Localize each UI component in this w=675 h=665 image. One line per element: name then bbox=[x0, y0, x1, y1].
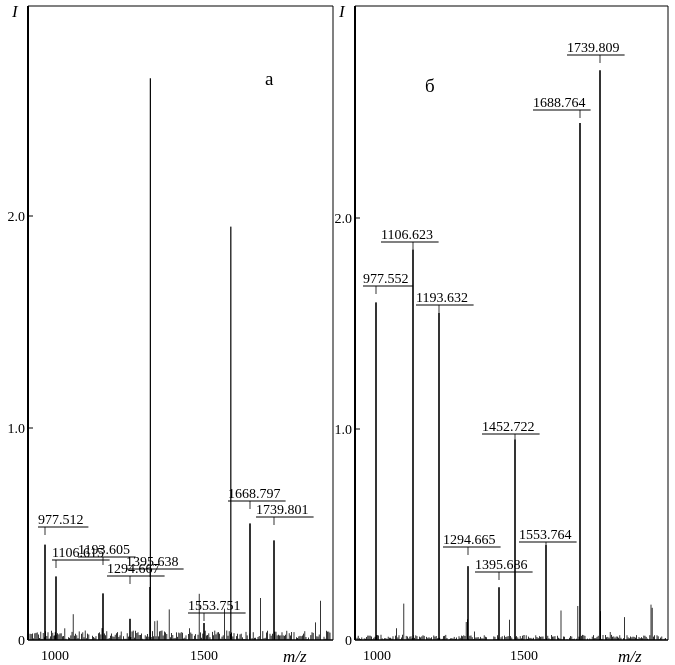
peak-label: 1688.764 bbox=[533, 96, 586, 111]
peak-label: 1193.605 bbox=[78, 543, 130, 558]
peak-label: 1553.764 bbox=[519, 528, 572, 543]
x-axis-label: m/z bbox=[618, 647, 642, 665]
y-tick-label: 0 bbox=[18, 634, 25, 649]
y-tick-label: 1.0 bbox=[335, 423, 353, 438]
peak-label: 1553.751 bbox=[188, 599, 241, 614]
peak-label: 977.552 bbox=[363, 272, 409, 287]
peak-label: 1668.797 bbox=[228, 487, 281, 502]
x-axis-label: m/z bbox=[283, 647, 307, 665]
x-tick-label: 1000 bbox=[363, 649, 391, 664]
peak-label: 1452.722 bbox=[482, 420, 535, 435]
peak-label: 1106.623 bbox=[381, 228, 433, 243]
peak-label: 1395.638 bbox=[126, 555, 179, 570]
y-tick-label: 0 bbox=[345, 634, 352, 649]
y-tick-label: 1.0 bbox=[8, 422, 26, 437]
x-tick-label: 1000 bbox=[41, 649, 69, 664]
y-tick-label: 2.0 bbox=[8, 210, 26, 225]
peak-label: 1193.632 bbox=[416, 291, 468, 306]
peak-label: 1395.686 bbox=[475, 558, 528, 573]
noise-baseline bbox=[29, 593, 331, 640]
peak-label: 1739.809 bbox=[567, 41, 620, 56]
y-axis-label: I bbox=[338, 2, 346, 21]
x-tick-label: 1500 bbox=[190, 649, 218, 664]
noise-baseline bbox=[356, 603, 666, 640]
spectrum-panel-b: 0 1.0 2.0 1000 1500 Im/z б 977.552 1106.623 1193.… bbox=[335, 2, 669, 665]
panel-letter: б bbox=[425, 76, 435, 97]
y-tick-label: 2.0 bbox=[335, 212, 353, 227]
peak-label: 1739.801 bbox=[256, 503, 309, 518]
x-tick-label: 1500 bbox=[510, 649, 538, 664]
peak-label: 1294.665 bbox=[443, 533, 496, 548]
panel-letter: а bbox=[265, 69, 274, 90]
y-axis-label: I bbox=[11, 2, 19, 21]
peak-label: 977.512 bbox=[38, 513, 84, 528]
